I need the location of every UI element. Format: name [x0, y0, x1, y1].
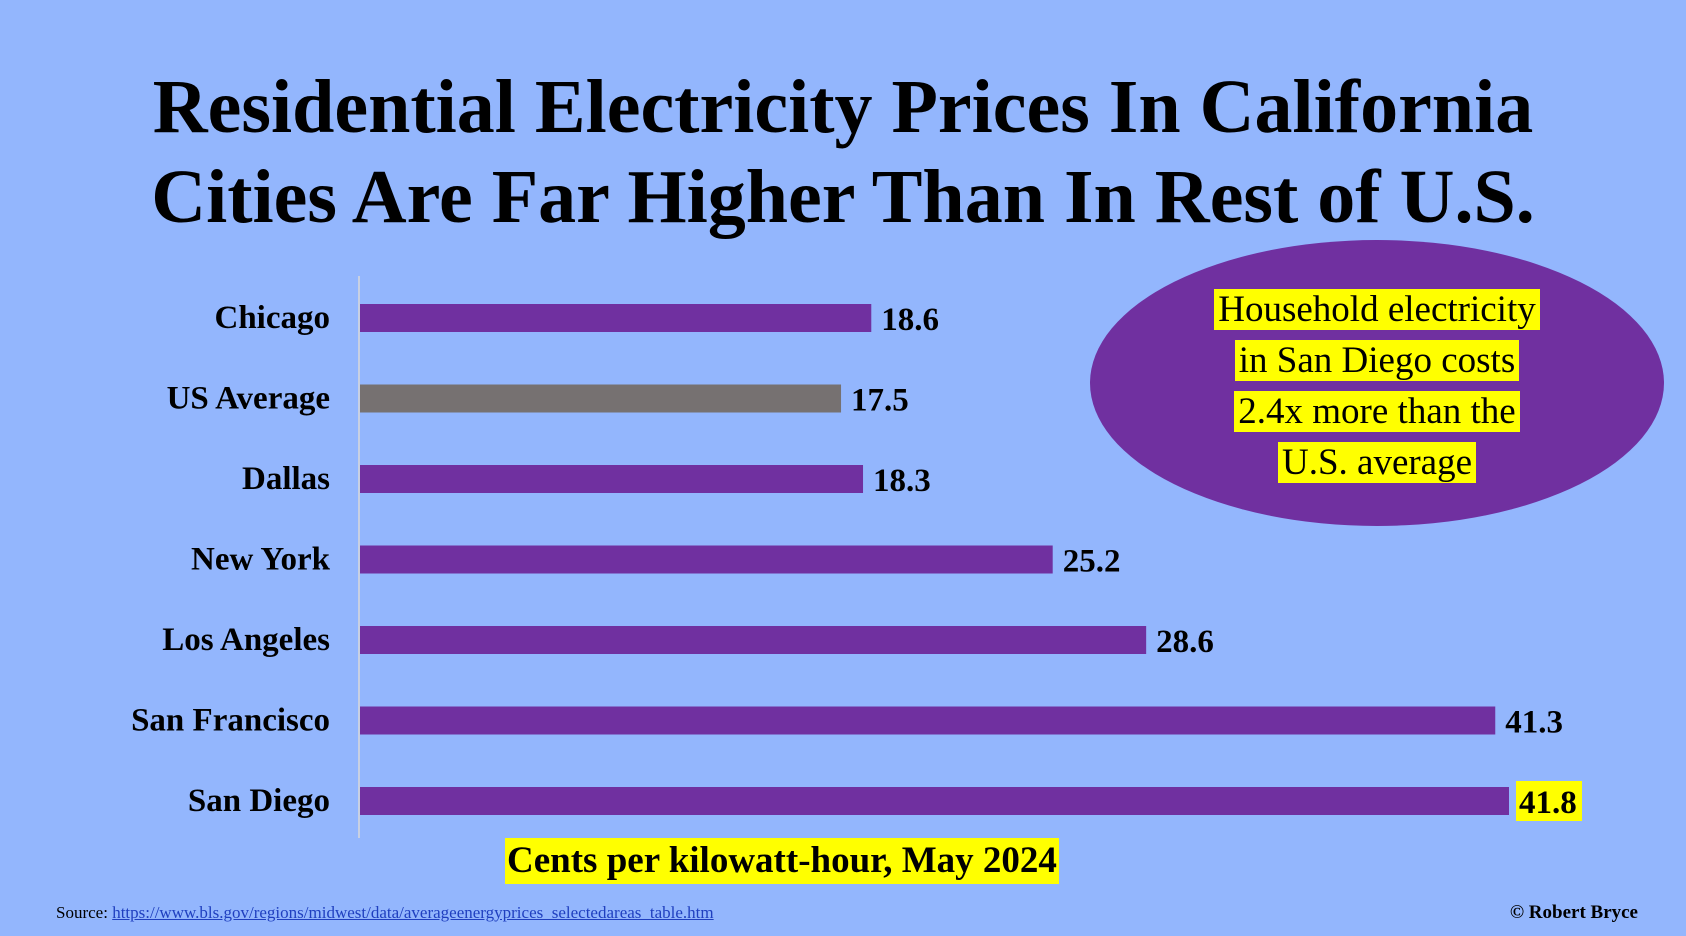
- value-label-highlight: [1516, 781, 1582, 821]
- category-label: Chicago: [215, 300, 331, 336]
- callout-line-2: in San Diego costs: [1234, 340, 1520, 381]
- callout-line-4: U.S. average: [1277, 442, 1477, 483]
- chart-title-line-2: Cities Are Far Higher Than In Rest of U.…: [151, 155, 1535, 239]
- value-label: 25.2: [1063, 544, 1121, 580]
- value-label: 41.3: [1505, 705, 1563, 741]
- category-label: Dallas: [242, 461, 330, 497]
- value-label: 28.6: [1156, 624, 1214, 660]
- bar: [360, 384, 842, 413]
- category-label: San Diego: [188, 783, 330, 819]
- bar: [360, 465, 864, 493]
- x-axis-label: Cents per kilowatt-hour, May 2024: [505, 838, 1059, 884]
- source-label: Source: [56, 903, 104, 922]
- source-link[interactable]: https://www.bls.gov/regions/midwest/data…: [112, 903, 714, 922]
- bar: [360, 706, 1496, 735]
- source-separator: :: [103, 903, 113, 922]
- category-label: San Francisco: [131, 703, 330, 739]
- bar: [360, 304, 872, 332]
- bar: [360, 787, 1509, 815]
- category-label: Los Angeles: [162, 622, 330, 658]
- bar: [360, 626, 1147, 654]
- copyright-notice: © Robert Bryce: [1509, 902, 1638, 923]
- callout-line-1: Household electricity: [1214, 289, 1540, 330]
- callout-line-3: 2.4x more than the: [1234, 391, 1520, 432]
- value-label: 17.5: [851, 383, 909, 419]
- source-note: Source: https://www.bls.gov/regions/midw…: [56, 903, 714, 923]
- value-label: 18.6: [881, 302, 939, 338]
- chart-title: Residential Electricity Prices In Califo…: [0, 62, 1686, 242]
- bar: [360, 545, 1053, 574]
- value-label: 41.8: [1519, 785, 1577, 821]
- value-label: 18.3: [873, 463, 931, 499]
- category-label: US Average: [167, 381, 330, 417]
- callout-text: Household electricity in San Diego costs…: [1090, 284, 1664, 488]
- chart-title-line-1: Residential Electricity Prices In Califo…: [152, 65, 1534, 149]
- category-label: New York: [191, 542, 331, 578]
